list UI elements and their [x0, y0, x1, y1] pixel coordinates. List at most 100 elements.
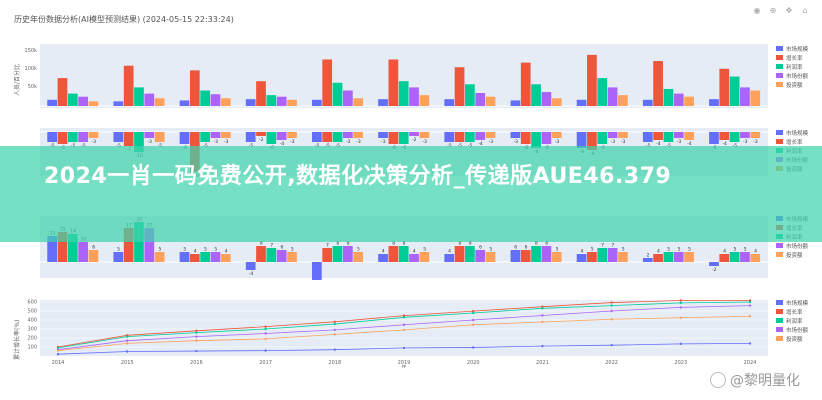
bar[interactable]	[220, 132, 231, 138]
camera-icon[interactable]: ◉	[753, 6, 761, 15]
bar[interactable]	[189, 70, 200, 106]
bar[interactable]	[266, 248, 277, 262]
bar[interactable]	[465, 84, 475, 106]
bar[interactable]	[287, 132, 297, 138]
bar[interactable]	[750, 254, 761, 262]
line-point[interactable]	[610, 344, 613, 347]
legend-item[interactable]: 投资额	[776, 80, 808, 89]
line-point[interactable]	[264, 332, 267, 335]
bar[interactable]	[57, 132, 68, 144]
bar[interactable]	[154, 252, 165, 262]
pan-icon[interactable]: ✥	[785, 6, 793, 15]
bar[interactable]	[719, 132, 730, 140]
bar[interactable]	[47, 99, 58, 106]
bar[interactable]	[189, 254, 200, 262]
bar[interactable]	[607, 132, 618, 138]
bar[interactable]	[454, 67, 465, 106]
bar[interactable]	[200, 90, 211, 107]
line-point[interactable]	[610, 318, 613, 321]
legend-item[interactable]: 市场规模	[776, 44, 808, 53]
bar[interactable]	[551, 252, 562, 262]
line-point[interactable]	[679, 316, 682, 319]
bar[interactable]	[353, 98, 364, 106]
line-point[interactable]	[126, 339, 129, 342]
bar[interactable]	[740, 252, 750, 262]
bar[interactable]	[520, 250, 531, 262]
bar[interactable]	[312, 99, 322, 106]
bar[interactable]	[378, 132, 388, 138]
bar[interactable]	[67, 132, 78, 142]
line-point[interactable]	[472, 311, 475, 315]
line-point[interactable]	[472, 323, 475, 326]
legend-item[interactable]: 增长率	[776, 307, 808, 316]
bar[interactable]	[134, 132, 144, 152]
bar[interactable]	[322, 132, 333, 142]
line-point[interactable]	[195, 339, 198, 342]
line-point[interactable]	[679, 301, 682, 305]
bar[interactable]	[576, 132, 587, 148]
line-point[interactable]	[402, 314, 406, 317]
bar[interactable]	[419, 95, 430, 106]
bar[interactable]	[312, 262, 322, 280]
bar[interactable]	[134, 222, 144, 262]
line-point[interactable]	[56, 346, 60, 350]
line-point[interactable]	[126, 342, 129, 345]
bar[interactable]	[673, 252, 684, 262]
bar[interactable]	[454, 246, 465, 262]
bar[interactable]	[684, 96, 694, 106]
line-point[interactable]	[748, 300, 752, 304]
bar[interactable]	[465, 132, 475, 142]
bar[interactable]	[531, 246, 541, 262]
bar[interactable]	[398, 81, 409, 106]
bar[interactable]	[642, 99, 653, 106]
bar[interactable]	[663, 88, 674, 106]
bar[interactable]	[475, 92, 486, 106]
bar[interactable]	[673, 93, 684, 106]
bar[interactable]	[276, 96, 287, 106]
bar[interactable]	[531, 84, 541, 106]
line-point[interactable]	[264, 349, 267, 352]
bar[interactable]	[256, 246, 266, 262]
line-point[interactable]	[195, 335, 198, 338]
bar[interactable]	[409, 87, 419, 106]
bar[interactable]	[709, 262, 719, 266]
bar[interactable]	[597, 132, 608, 144]
bar[interactable]	[576, 99, 587, 106]
line-point[interactable]	[402, 328, 406, 332]
bar[interactable]	[673, 132, 684, 138]
line-point[interactable]	[195, 331, 198, 334]
legend-item[interactable]: 增长率	[776, 137, 808, 146]
bar[interactable]	[245, 99, 256, 106]
bar[interactable]	[444, 132, 455, 142]
bar[interactable]	[154, 98, 165, 106]
bar[interactable]	[576, 254, 587, 262]
bar[interactable]	[618, 95, 628, 106]
bar[interactable]	[485, 252, 496, 262]
legend-item[interactable]: 利润率	[776, 62, 808, 71]
line-point[interactable]	[472, 346, 475, 349]
line-point[interactable]	[195, 329, 198, 332]
line-point[interactable]	[472, 309, 475, 313]
bar[interactable]	[88, 132, 99, 138]
bar[interactable]	[398, 132, 409, 144]
line-point[interactable]	[679, 342, 682, 346]
bar[interactable]	[642, 132, 653, 142]
bar[interactable]	[179, 132, 190, 144]
bar[interactable]	[113, 252, 124, 262]
bar[interactable]	[210, 252, 221, 262]
bar[interactable]	[245, 262, 256, 270]
bar[interactable]	[419, 252, 430, 262]
bar[interactable]	[144, 228, 155, 262]
legend-item[interactable]: 利润率	[776, 316, 808, 325]
bar[interactable]	[541, 132, 552, 144]
bar[interactable]	[729, 252, 740, 262]
bar[interactable]	[520, 132, 531, 144]
bar[interactable]	[322, 59, 333, 107]
bar[interactable]	[587, 54, 597, 106]
line-point[interactable]	[264, 337, 267, 341]
bar[interactable]	[266, 132, 277, 144]
bar[interactable]	[276, 132, 287, 140]
bar[interactable]	[618, 252, 628, 262]
bar[interactable]	[47, 132, 58, 142]
bar[interactable]	[653, 254, 663, 262]
